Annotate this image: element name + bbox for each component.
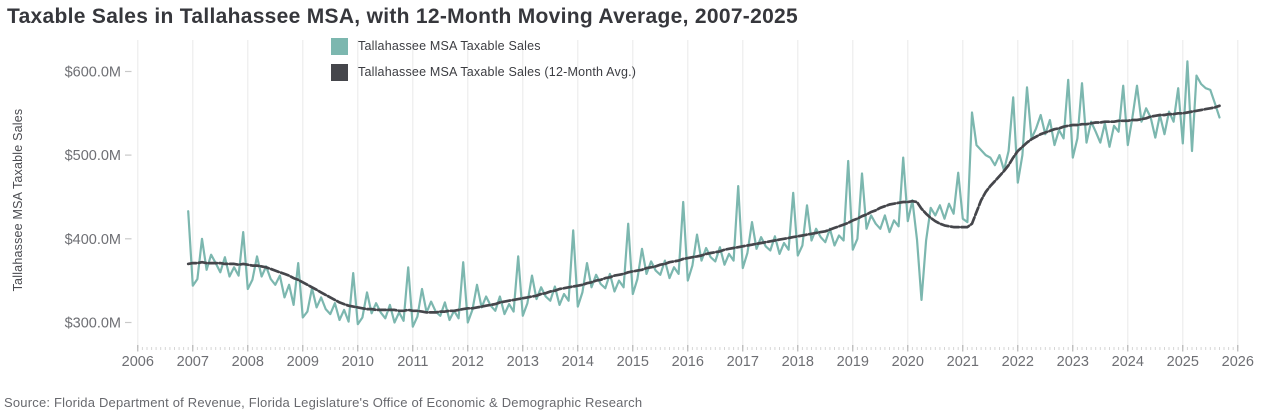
x-tick-label: 2011: [397, 354, 428, 370]
x-tick-label: 2023: [1057, 354, 1089, 370]
legend-label-moving-average: Tallahassee MSA Taxable Sales (12-Month …: [358, 65, 637, 79]
x-tick-label: 2014: [562, 354, 594, 370]
x-tick-label: 2025: [1167, 354, 1199, 370]
x-tick-label: 2012: [452, 354, 484, 370]
y-tick-label: $500.0M: [65, 148, 121, 164]
x-tick-label: 2021: [947, 354, 979, 370]
moving-average-line: [186, 104, 1221, 314]
x-tick-label: 2015: [617, 354, 649, 370]
x-tick-label: 2007: [177, 354, 209, 370]
x-tick-label: 2024: [1112, 354, 1144, 370]
x-tick-label: 2026: [1222, 354, 1254, 370]
chart-title: Taxable Sales in Tallahassee MSA, with 1…: [7, 5, 799, 28]
x-tick-label: 2006: [122, 354, 154, 370]
x-tick-label: 2020: [892, 354, 924, 370]
sales-line: [187, 60, 1221, 328]
y-tick-label: $400.0M: [65, 232, 121, 248]
y-tick-label: $300.0M: [65, 316, 121, 332]
source-note: Source: Florida Department of Revenue, F…: [4, 395, 643, 410]
x-tick-label: 2008: [232, 354, 264, 370]
x-tick-label: 2022: [1002, 354, 1034, 370]
x-tick-label: 2013: [507, 354, 539, 370]
legend-swatch-sales: [331, 37, 348, 55]
legend: Tallahassee MSA Taxable Sales Tallahasse…: [331, 37, 636, 89]
x-tick-label: 2018: [782, 354, 814, 370]
x-tick-label: 2017: [727, 354, 759, 370]
legend-label-sales: Tallahassee MSA Taxable Sales: [358, 39, 541, 53]
y-axis-title: Tallahassee MSA Taxable Sales: [11, 108, 25, 292]
legend-item-sales: Tallahassee MSA Taxable Sales: [331, 37, 636, 55]
x-tick-label: 2019: [837, 354, 869, 370]
x-tick-label: 2016: [672, 354, 704, 370]
legend-item-moving-average: Tallahassee MSA Taxable Sales (12-Month …: [331, 63, 636, 81]
y-tick-label: $600.0M: [65, 65, 121, 81]
legend-swatch-moving-average: [331, 63, 348, 81]
x-tick-label: 2009: [287, 354, 319, 370]
x-tick-label: 2010: [342, 354, 374, 370]
